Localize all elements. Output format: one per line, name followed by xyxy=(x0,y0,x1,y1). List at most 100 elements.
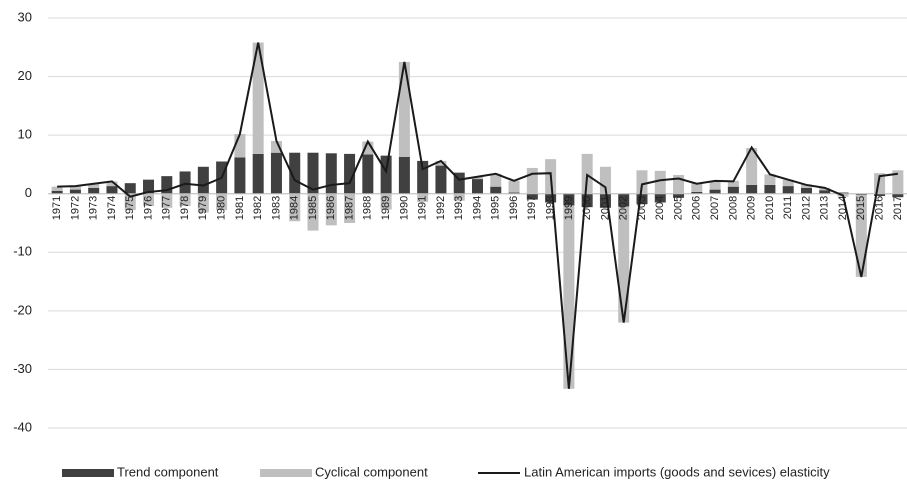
x-tick-label: 1990 xyxy=(398,196,410,220)
bar xyxy=(289,152,301,194)
x-tick-label: 2009 xyxy=(746,196,758,220)
bar xyxy=(782,179,794,187)
bar xyxy=(673,193,685,198)
bar xyxy=(746,148,758,185)
x-tick-label: 1989 xyxy=(380,196,392,220)
y-tick-label: -30 xyxy=(13,361,32,376)
bar xyxy=(417,193,429,202)
bar xyxy=(398,61,410,157)
bar xyxy=(216,193,228,211)
x-tick-label: 2005 xyxy=(672,196,684,220)
bar xyxy=(727,186,739,194)
bar xyxy=(508,192,520,194)
bar xyxy=(654,170,666,194)
bar xyxy=(124,193,136,211)
bar xyxy=(362,141,374,155)
bar xyxy=(709,189,721,194)
y-tick-label: 20 xyxy=(18,68,32,83)
bar xyxy=(197,166,209,194)
x-tick-label: 2011 xyxy=(782,196,794,220)
x-tick-label: 1978 xyxy=(179,196,191,220)
y-tick-label: -40 xyxy=(13,419,32,434)
bar xyxy=(472,176,483,180)
bar xyxy=(88,187,100,194)
x-tick-label: 1972 xyxy=(69,196,81,220)
bar xyxy=(161,176,173,194)
bar xyxy=(636,193,648,205)
x-tick-label: 1977 xyxy=(161,196,173,220)
legend-swatch xyxy=(260,469,312,477)
x-tick-label: 2010 xyxy=(764,196,776,220)
x-tick-label: 2012 xyxy=(800,196,812,220)
bar xyxy=(691,183,703,192)
bar xyxy=(892,193,904,198)
bar xyxy=(764,174,776,185)
bar xyxy=(855,193,867,195)
bar xyxy=(782,186,794,194)
x-tick-label: 1980 xyxy=(216,196,228,220)
bar xyxy=(270,141,282,153)
x-tick-label: 1996 xyxy=(508,196,520,220)
bar xyxy=(143,179,155,194)
x-tick-label: 1981 xyxy=(234,196,246,220)
bar xyxy=(417,160,429,194)
x-tick-label: 1983 xyxy=(270,196,282,220)
x-tick-label: 2002 xyxy=(618,196,630,220)
bar xyxy=(69,189,81,194)
x-tick-label: 1985 xyxy=(307,196,319,220)
bar xyxy=(581,193,593,208)
bar xyxy=(435,165,447,194)
bar xyxy=(307,152,319,194)
bar xyxy=(673,174,685,194)
bar xyxy=(197,193,209,213)
bar xyxy=(490,186,502,194)
bar xyxy=(819,190,831,194)
x-tick-label: 2015 xyxy=(855,196,867,220)
bar xyxy=(874,193,886,197)
bar xyxy=(545,193,557,203)
bar xyxy=(618,206,630,323)
bar xyxy=(526,193,538,200)
bar xyxy=(508,180,520,193)
x-tick-label: 1979 xyxy=(197,196,209,220)
y-tick-label: -20 xyxy=(13,302,32,317)
bar xyxy=(636,170,648,194)
bar xyxy=(270,152,282,194)
x-tick-label: 2017 xyxy=(892,196,904,220)
bar xyxy=(563,205,575,389)
x-tick-label: 1988 xyxy=(362,196,374,220)
x-tick-label: 1987 xyxy=(343,196,355,220)
bar xyxy=(453,193,465,201)
bar xyxy=(709,180,721,190)
bar xyxy=(800,187,812,194)
bar xyxy=(124,183,136,194)
x-tick-label: 1995 xyxy=(490,196,502,220)
bar xyxy=(746,184,758,194)
bar xyxy=(398,156,410,194)
x-tick-label: 2013 xyxy=(819,196,831,220)
bar xyxy=(800,184,812,188)
y-tick-label: 30 xyxy=(18,9,32,24)
bar xyxy=(380,193,392,210)
bar xyxy=(179,171,191,194)
bar xyxy=(819,187,831,191)
x-tick-label: 1991 xyxy=(417,196,429,220)
bar xyxy=(654,193,666,203)
bar xyxy=(106,181,118,187)
bar xyxy=(252,153,264,194)
bar xyxy=(252,42,264,154)
bar xyxy=(69,186,81,190)
bar xyxy=(691,191,703,194)
bar xyxy=(563,193,575,206)
bar xyxy=(380,155,392,194)
bar xyxy=(599,193,611,208)
x-tick-label: 2008 xyxy=(727,196,739,220)
bar xyxy=(307,193,319,231)
bar xyxy=(143,193,155,207)
bar xyxy=(727,180,739,187)
x-tick-label: 1986 xyxy=(325,196,337,220)
line xyxy=(57,42,898,389)
bar xyxy=(526,167,538,194)
x-tick-label: 1982 xyxy=(252,196,264,220)
